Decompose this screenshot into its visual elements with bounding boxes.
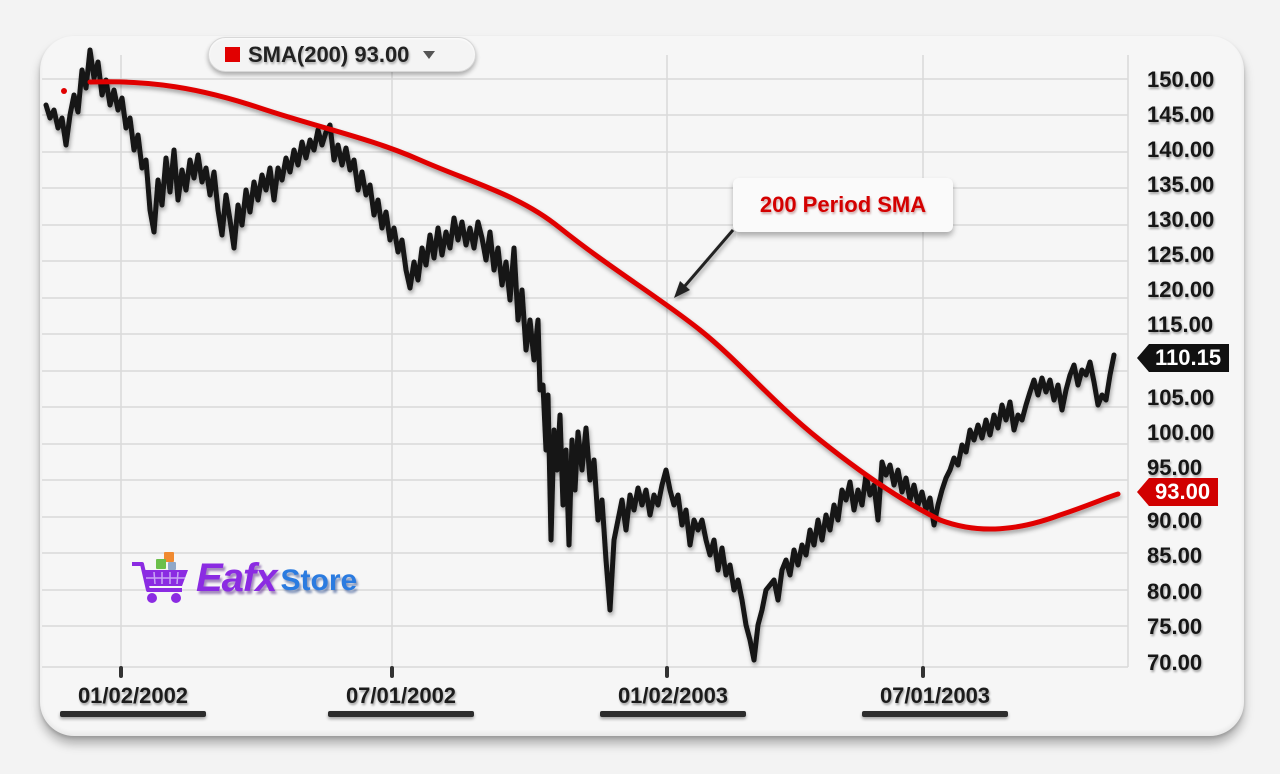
logo-text-eafx: Eafx <box>196 555 277 600</box>
y-tick-label: 90.00 <box>1147 508 1203 533</box>
eafx-store-logo: Eafx Store <box>130 550 357 606</box>
indicator-label: SMA(200) 93.00 <box>248 41 410 67</box>
y-tick-label: 115.00 <box>1147 312 1214 337</box>
sma-color-swatch <box>225 47 240 62</box>
y-tick-label: 85.00 <box>1147 543 1203 568</box>
y-tick-label: 95.00 <box>1147 455 1203 480</box>
last-price-tag: 110.15 <box>1137 344 1230 372</box>
x-label-underline <box>862 711 1008 717</box>
x-tick-label: 01/02/2003 <box>617 683 729 708</box>
y-tick-label: 145.00 <box>1147 102 1215 127</box>
callout-arrow <box>674 229 735 298</box>
sma-callout: 200 Period SMA <box>733 178 953 232</box>
sma-start-marker <box>61 88 67 94</box>
y-tick-label: 120.00 <box>1147 277 1215 302</box>
x-tick-mark <box>119 666 123 678</box>
x-tick-label: 07/01/2003 <box>879 683 991 708</box>
last-price-value: 110.15 <box>1155 345 1222 370</box>
price-line <box>43 47 1117 663</box>
callout-text: 200 Period SMA <box>759 192 927 217</box>
sma-200-line <box>87 79 1121 532</box>
y-tick-label: 140.00 <box>1147 137 1215 162</box>
x-label-underline <box>328 711 474 717</box>
y-tick-label: 135.00 <box>1147 172 1215 197</box>
caret-down-icon[interactable] <box>423 50 436 59</box>
y-tick-label: 70.00 <box>1147 650 1203 675</box>
x-tick-label: 01/02/2002 <box>77 683 189 708</box>
y-tick-label: 125.00 <box>1147 242 1215 267</box>
logo-text-store: Store <box>280 564 358 597</box>
x-tick-label: 07/01/2002 <box>345 683 457 708</box>
y-tick-label: 130.00 <box>1147 207 1215 232</box>
y-tick-label: 105.00 <box>1147 385 1215 410</box>
sma-value: 93.00 <box>1155 479 1211 504</box>
x-label-underline <box>600 711 746 717</box>
y-tick-label: 75.00 <box>1147 614 1203 639</box>
sma-value-tag: 93.00 <box>1137 478 1219 506</box>
shopping-cart-icon <box>132 552 188 603</box>
x-tick-mark <box>921 666 925 678</box>
indicator-legend-dropdown[interactable]: SMA(200) 93.00 <box>208 37 476 72</box>
x-tick-mark <box>665 666 669 678</box>
x-label-underline <box>60 711 206 717</box>
y-tick-label: 150.00 <box>1147 67 1215 92</box>
y-tick-label: 100.00 <box>1147 420 1215 445</box>
y-tick-label: 80.00 <box>1147 579 1203 604</box>
x-tick-mark <box>390 666 394 678</box>
